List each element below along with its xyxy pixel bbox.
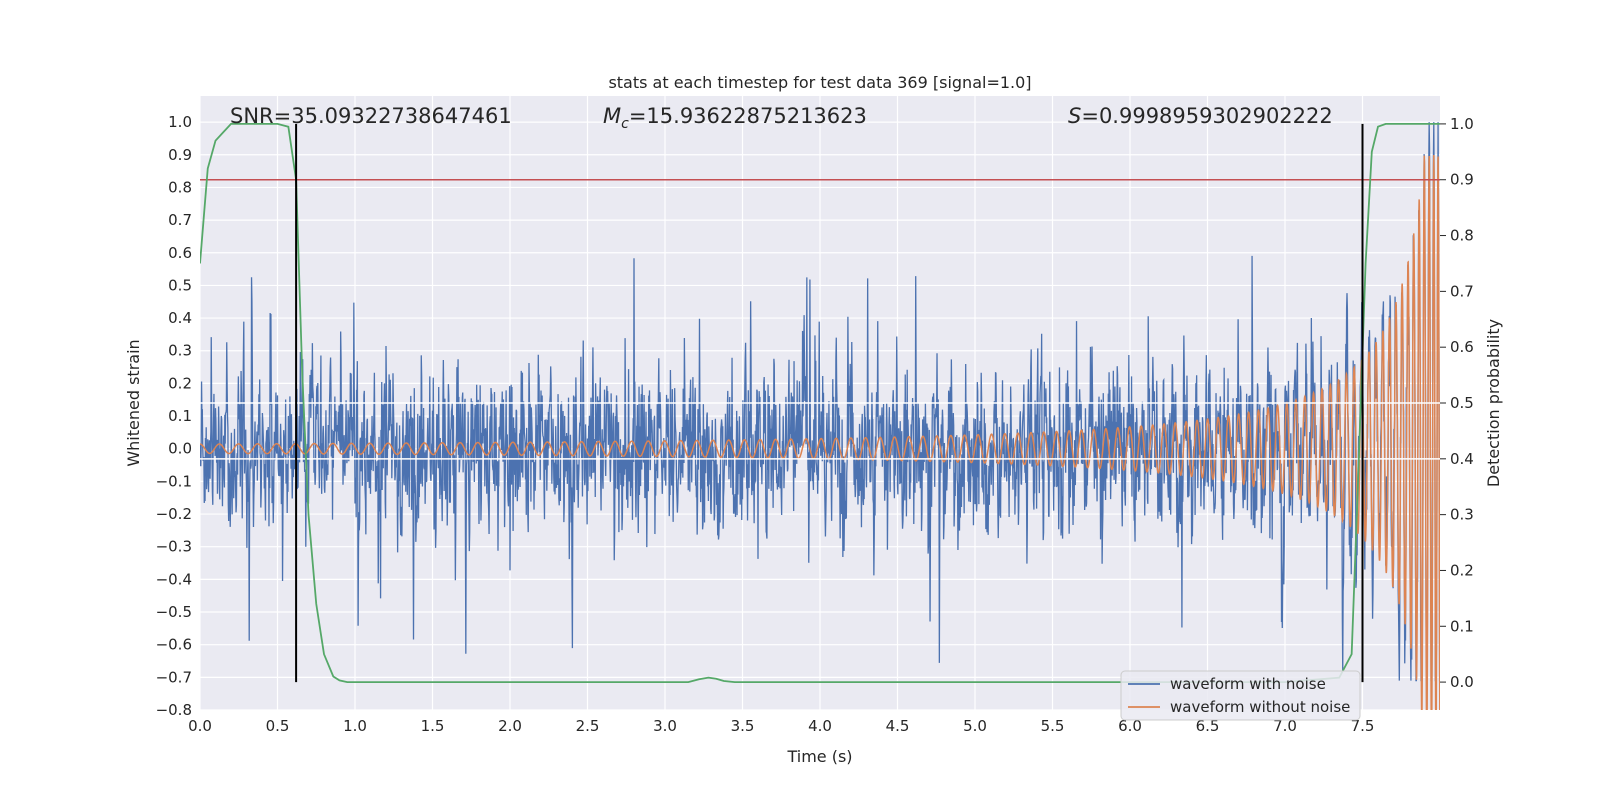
series-waveform-without-noise (200, 154, 1440, 710)
y2-axis-label: Detection probability (1484, 319, 1503, 487)
y2-tick-label: 0.9 (1450, 171, 1474, 189)
legend-label-noise: waveform with noise (1170, 675, 1326, 693)
legend: waveform with noise waveform without noi… (1120, 670, 1361, 721)
x-tick-label: 2.5 (576, 717, 600, 735)
ticks: 0.0 0.5 1.0 1.5 2.0 2.5 3.0 3.5 4.0 4.5 5.0 5.5 6.0 6… (156, 113, 1474, 735)
y-tick-label: −0.7 (156, 668, 192, 686)
y-tick-label: 0.3 (168, 342, 192, 360)
x-tick-label: 7.0 (1273, 717, 1297, 735)
y-tick-label: −0.5 (156, 603, 192, 621)
y-tick-label: 0.6 (168, 244, 192, 262)
x-tick-label: 2.0 (498, 717, 522, 735)
x-tick-label: 4.5 (886, 717, 910, 735)
y2-tick-label: 0.6 (1450, 338, 1474, 356)
s-value: =0.9998959302902222 (1081, 104, 1332, 128)
x-tick-label: 1.0 (343, 717, 367, 735)
chirp-mass-annotation: Mc=15.93622875213623 (603, 104, 867, 132)
y-tick-label: 0.0 (168, 440, 192, 458)
series-waveform-with-noise (200, 122, 1440, 682)
y2-tick-label: 0.1 (1450, 617, 1474, 635)
x-tick-label: 6.0 (1118, 717, 1142, 735)
x-tick-label: 4.0 (808, 717, 832, 735)
x-tick-label: 5.5 (1041, 717, 1065, 735)
chart-title: stats at each timestep for test data 369… (608, 73, 1031, 92)
y-tick-label: 0.9 (168, 146, 192, 164)
y-tick-label: −0.1 (156, 472, 192, 490)
x-tick-label: 6.5 (1196, 717, 1220, 735)
series-layer (200, 122, 1440, 710)
x-tick-label: 0.0 (188, 717, 212, 735)
y-tick-label: −0.3 (156, 538, 192, 556)
y-tick-label: −0.6 (156, 636, 192, 654)
s-annotation: S=0.9998959302902222 (1068, 104, 1333, 128)
x-tick-label: 7.5 (1351, 717, 1375, 735)
y-tick-label: 1.0 (168, 113, 192, 131)
x-tick-label: 1.5 (421, 717, 445, 735)
legend-label-clean: waveform without noise (1170, 698, 1350, 716)
y-tick-label: 0.1 (168, 407, 192, 425)
y-tick-label: 0.7 (168, 211, 192, 229)
snr-annotation: SNR=35.09322738647461 (230, 104, 512, 128)
chirp-mass-symbol: M (603, 104, 621, 128)
x-axis-label: Time (s) (786, 747, 852, 766)
chirp-mass-value: =15.93622875213623 (629, 104, 867, 128)
x-tick-label: 3.5 (731, 717, 755, 735)
x-tick-label: 3.0 (653, 717, 677, 735)
series-detection-probability (200, 123, 1440, 683)
y-tick-label: 0.8 (168, 178, 192, 196)
y2-tick-label: 0.0 (1450, 673, 1474, 691)
y2-tick-label: 1.0 (1450, 115, 1474, 133)
y2-tick-label: 0.3 (1450, 506, 1474, 524)
y-tick-label: 0.4 (168, 309, 192, 327)
chirp-mass-subscript: c (621, 116, 629, 132)
y-tick-label: 0.5 (168, 276, 192, 294)
y2-tick-label: 0.7 (1450, 282, 1474, 300)
x-tick-label: 0.5 (266, 717, 290, 735)
y-axis-label: Whitened strain (124, 339, 143, 466)
s-symbol: S (1068, 104, 1081, 128)
x-tick-label: 5.0 (963, 717, 987, 735)
y-tick-label: −0.8 (156, 701, 192, 719)
y2-tick-label: 0.8 (1450, 227, 1474, 245)
y-tick-label: −0.4 (156, 570, 192, 588)
y-tick-label: 0.2 (168, 374, 192, 392)
y2-tick-label: 0.5 (1450, 394, 1474, 412)
y2-tick-label: 0.4 (1450, 450, 1474, 468)
y2-tick-label: 0.2 (1450, 561, 1474, 579)
y-tick-label: −0.2 (156, 505, 192, 523)
legend-box (1120, 670, 1361, 721)
